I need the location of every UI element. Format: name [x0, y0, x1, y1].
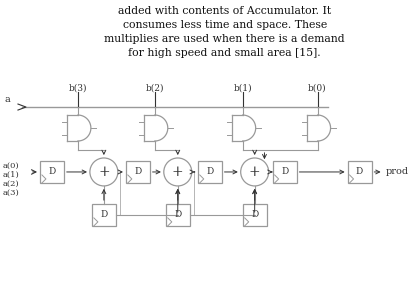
Text: a(3): a(3) — [3, 189, 20, 197]
Text: prod: prod — [385, 168, 408, 177]
Text: consumes less time and space. These: consumes less time and space. These — [122, 20, 326, 30]
Bar — [197, 161, 221, 183]
Text: D: D — [280, 168, 287, 177]
Bar — [126, 161, 150, 183]
Circle shape — [90, 158, 118, 186]
Bar — [165, 204, 189, 226]
Bar — [347, 161, 370, 183]
Text: multiplies are used when there is a demand: multiplies are used when there is a dema… — [104, 34, 344, 44]
Bar — [40, 161, 64, 183]
Text: b(1): b(1) — [233, 83, 252, 92]
Text: a: a — [5, 95, 11, 104]
Text: D: D — [250, 210, 258, 219]
Text: D: D — [206, 168, 213, 177]
Bar — [92, 204, 116, 226]
Text: D: D — [134, 168, 141, 177]
Text: b(2): b(2) — [145, 83, 164, 92]
Bar — [242, 204, 266, 226]
Text: D: D — [174, 210, 181, 219]
Text: +: + — [171, 165, 183, 179]
Bar — [272, 161, 296, 183]
Text: a(2): a(2) — [3, 180, 19, 188]
Text: D: D — [100, 210, 107, 219]
Circle shape — [240, 158, 268, 186]
Text: added with contents of Accumulator. It: added with contents of Accumulator. It — [118, 6, 330, 16]
Text: D: D — [355, 168, 362, 177]
Text: for high speed and small area [15].: for high speed and small area [15]. — [128, 48, 320, 58]
Text: D: D — [48, 168, 55, 177]
Text: a(0): a(0) — [3, 162, 19, 170]
Text: b(0): b(0) — [308, 83, 326, 92]
Circle shape — [164, 158, 191, 186]
Text: a(1): a(1) — [3, 171, 20, 179]
Text: +: + — [98, 165, 109, 179]
Text: +: + — [248, 165, 260, 179]
Text: b(3): b(3) — [69, 83, 87, 92]
